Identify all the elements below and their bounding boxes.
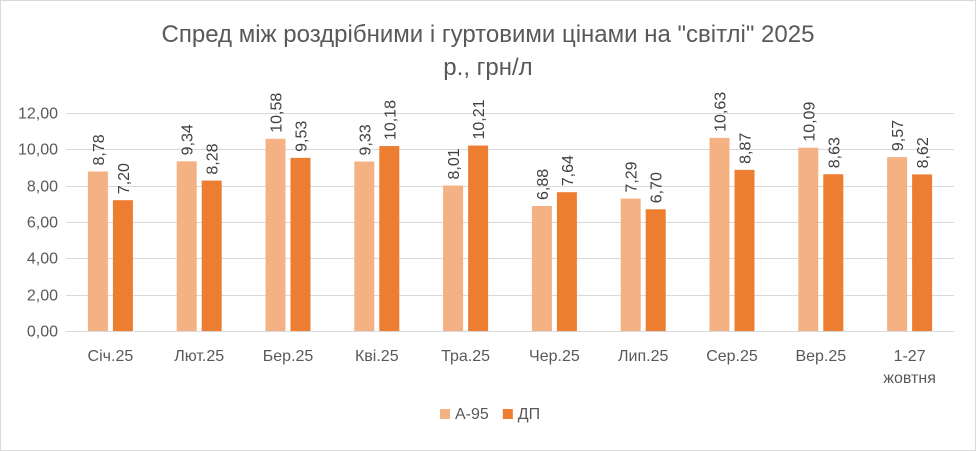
data-label: 10,21 <box>471 99 488 139</box>
x-tick-label: Вер.25 <box>795 348 846 365</box>
data-label: 8,63 <box>826 137 843 168</box>
x-tick-label: Сер.25 <box>706 348 758 365</box>
bar <box>176 161 197 331</box>
bar <box>645 209 666 331</box>
x-tick-label: Бер.25 <box>263 348 314 365</box>
bar <box>709 137 730 331</box>
x-tick-label: Кві.25 <box>355 348 399 365</box>
data-label: 10,18 <box>382 100 399 140</box>
bar <box>556 192 577 331</box>
bar <box>912 174 933 331</box>
y-tick-label: 6,00 <box>27 215 58 232</box>
legend-label: ДП <box>518 406 540 423</box>
bar <box>201 180 222 331</box>
y-tick-label: 8,00 <box>27 179 58 196</box>
x-tick-label: Лют.25 <box>174 348 224 365</box>
data-label: 9,33 <box>357 124 374 155</box>
bar <box>620 198 641 331</box>
y-tick-label: 0,00 <box>27 324 58 341</box>
bar <box>823 174 844 331</box>
x-tick-label: 1-27 <box>894 348 926 365</box>
bar <box>734 169 755 331</box>
data-label: 9,53 <box>294 121 311 152</box>
data-label: 7,64 <box>560 155 577 186</box>
bar <box>290 157 311 331</box>
bar <box>887 157 908 331</box>
data-label: 6,70 <box>649 172 666 203</box>
y-tick-label: 2,00 <box>27 288 58 305</box>
bar <box>265 138 286 331</box>
y-tick-label: 10,00 <box>18 142 58 159</box>
legend-swatch <box>502 409 513 419</box>
x-tick-label: Січ.25 <box>88 348 134 365</box>
data-label: 10,63 <box>713 92 730 132</box>
bar <box>87 171 108 331</box>
x-tick-label: Лип.25 <box>618 348 668 365</box>
data-label: 10,09 <box>801 102 818 142</box>
bar <box>354 161 375 331</box>
bar <box>379 146 400 331</box>
data-label: 6,88 <box>535 169 552 200</box>
x-tick-label: Тра.25 <box>441 348 490 365</box>
data-label: 7,29 <box>624 161 641 192</box>
bar <box>798 147 819 331</box>
bar <box>468 145 489 331</box>
y-tick-label: 12,00 <box>18 106 58 123</box>
bar <box>443 185 464 331</box>
data-label: 10,58 <box>269 93 286 133</box>
chart-title-line-2: р., грн/л <box>443 54 533 81</box>
y-tick-label: 4,00 <box>27 251 58 268</box>
data-label: 8,62 <box>915 137 932 168</box>
data-label: 9,34 <box>180 124 197 155</box>
data-label: 8,87 <box>738 133 755 164</box>
data-label: 8,28 <box>205 143 222 174</box>
bar <box>112 200 133 331</box>
bar <box>531 206 552 331</box>
legend-label: А-95 <box>455 406 489 423</box>
data-label: 7,20 <box>116 163 133 194</box>
chart-title: Спред між роздрібними і гуртовими цінами… <box>0 18 976 84</box>
data-label: 9,57 <box>890 120 907 151</box>
data-label: 8,01 <box>446 148 463 179</box>
data-label: 8,78 <box>91 134 108 165</box>
chart-title-line-1: Спред між роздрібними і гуртовими цінами… <box>161 21 815 48</box>
x-tick-label: Чер.25 <box>529 348 580 365</box>
legend-swatch <box>440 409 450 419</box>
x-tick-label: жовтня <box>883 370 936 387</box>
